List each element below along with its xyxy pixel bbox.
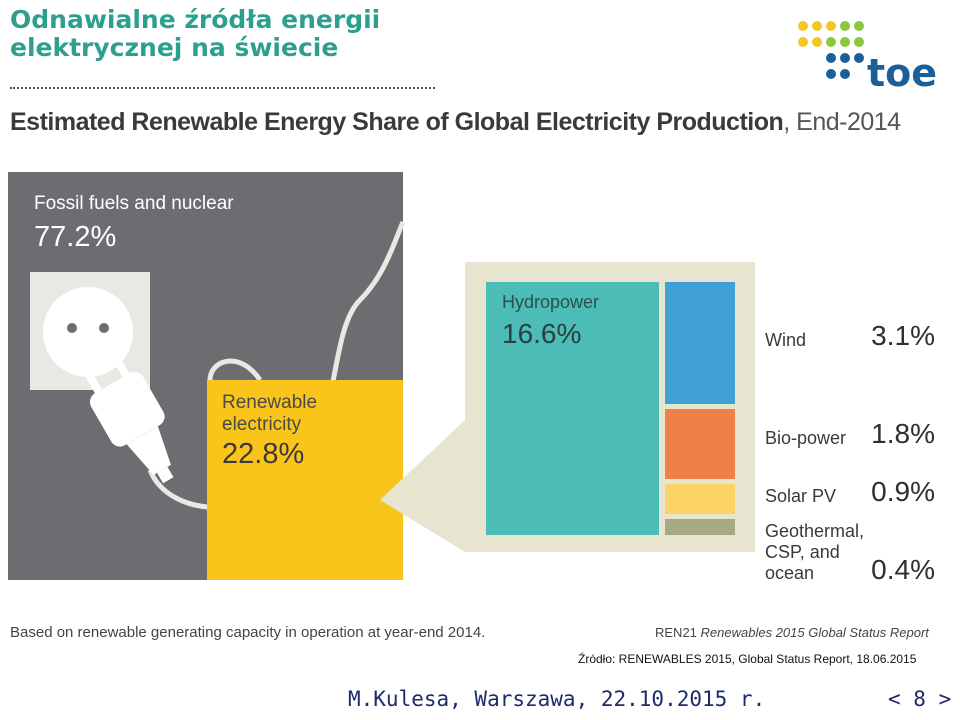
logo-dots [798,21,864,79]
wind-cell [665,282,735,404]
biopower-cell [665,409,735,479]
title-divider [10,87,435,89]
hydropower-value: 16.6% [502,318,582,349]
wind-value: 3.1% [871,320,935,351]
biopower-label: Bio-power [765,428,847,448]
wind-label: Wind [765,330,807,350]
renewable-label: Renewable electricity [222,392,352,436]
plug-icon [80,349,174,484]
cable-loop [207,358,263,382]
geothermal-label-line1: Geothermal, [765,521,865,541]
report-org: REN21 [655,625,697,640]
chart-footnote: Based on renewable generating capacity i… [10,624,486,641]
hydropower-cell [486,282,659,535]
chart-title-suffix: , End-2014 [783,108,901,136]
page-number: < 8 > [888,687,952,711]
source-note: Źródło: RENEWABLES 2015, Global Status R… [578,652,917,666]
solar-pv-cell [665,484,735,514]
renewable-label-line1: Renewable [222,392,318,413]
solar-pv-label: Solar PV [765,486,837,506]
geothermal-value: 0.4% [871,554,935,585]
geothermal-label-line2: CSP, and [765,542,840,562]
hydropower-label: Hydropower [502,292,600,312]
geothermal-label-line3: ocean [765,563,815,583]
slide-title-line1: Odnawialne źródła energii [10,5,381,34]
slide-title: Odnawialne źródła energii elektrycznej n… [10,6,430,62]
footer-author: M.Kulesa, Warszawa, 22.10.2015 r. [348,687,766,711]
chart-title-main: Estimated Renewable Energy Share of Glob… [10,108,784,136]
fossil-value: 77.2% [34,221,117,253]
footer-bar [0,682,960,720]
solar-pv-value: 0.9% [871,476,935,507]
renewable-block [207,380,403,580]
biopower-value: 1.8% [871,418,935,449]
report-title: Renewables 2015 Global Status Report [700,625,929,640]
socket-hole-right [99,323,109,333]
renewable-label-line2: electricity [222,414,302,435]
chart-title: Estimated Renewable Energy Share of Glob… [10,108,901,137]
geothermal-cell [665,519,735,535]
fossil-label: Fossil fuels and nuclear [34,193,234,214]
geothermal-label: Geothermal, CSP, and ocean [765,521,864,584]
toe-logo: toe [798,21,937,90]
renewable-value: 22.8% [222,438,305,470]
socket-hole-left [67,323,77,333]
logo-text: toe [867,51,937,90]
slide-title-line2: elektrycznej na świecie [10,33,339,62]
report-credit: REN21 Renewables 2015 Global Status Repo… [655,625,929,640]
